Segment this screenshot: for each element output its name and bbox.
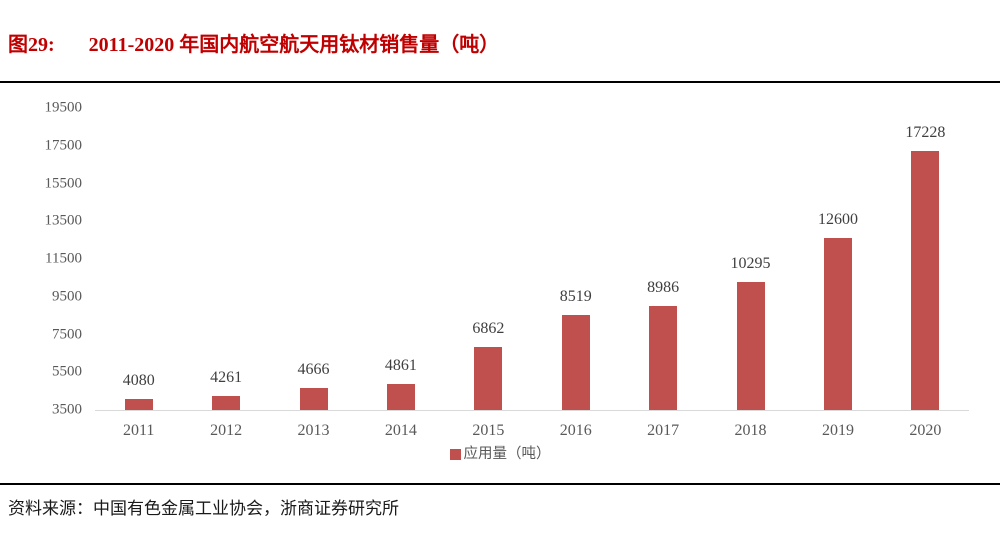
bar-2013 [299, 388, 328, 410]
figure-caption: 2011-2020 年国内航空航天用钛材销售量（吨） [88, 34, 500, 56]
bar-slot-2014: 4861 [357, 108, 444, 410]
x-axis-tick-label: 2013 [297, 422, 330, 439]
bar-2020 [911, 150, 940, 410]
bar-2019 [823, 238, 852, 410]
title-divider [0, 81, 1000, 83]
bar-2017 [649, 306, 678, 410]
bar-value-label: 17228 [905, 123, 946, 141]
x-axis-tick-label: 2020 [909, 422, 942, 439]
bar-slot-2019: 12600 [794, 108, 881, 410]
bar-2011 [124, 399, 153, 410]
y-axis-tick-label: 15500 [44, 175, 83, 191]
bar-slot-2017: 8986 [619, 108, 706, 410]
y-axis-tick-label: 19500 [44, 99, 83, 116]
y-axis-tick-label: 13500 [44, 212, 83, 229]
bar-value-label: 8986 [647, 279, 680, 297]
figure-label: 图29: [8, 34, 55, 56]
x-axis-tick-label: 2019 [821, 422, 854, 439]
bar-value-label: 12600 [817, 211, 858, 229]
bar-2012 [212, 395, 241, 410]
bar-value-label: 6862 [472, 319, 505, 337]
bar-slot-2018: 10295 [707, 108, 794, 410]
x-axis: 2011 2012 2013 2014 2015 2016 2017 2018 2019 2020 [95, 421, 969, 441]
bar-2015 [474, 346, 503, 410]
y-axis-tick-label: 5500 [52, 363, 82, 380]
chart-legend: 应用量（吨） [0, 447, 1000, 462]
x-axis-tick-label: 2015 [472, 422, 505, 439]
bar-2016 [561, 315, 590, 410]
legend-swatch-icon [449, 448, 461, 460]
y-axis-tick-label: 7500 [52, 326, 82, 342]
bar-value-label: 4666 [297, 361, 330, 378]
bar-slot-2012: 4261 [182, 108, 269, 410]
bar-slot-2013: 4666 [270, 108, 357, 410]
x-axis-tick-label: 2016 [559, 422, 592, 439]
x-axis-tick-label: 2011 [123, 422, 155, 439]
y-axis-tick-label: 3500 [52, 401, 82, 418]
x-axis-tick-label: 2017 [647, 422, 680, 439]
y-axis-tick-label: 17500 [44, 137, 83, 154]
footer-divider [0, 483, 1000, 485]
x-axis-tick-label: 2012 [210, 422, 243, 439]
bar-2018 [736, 281, 765, 410]
bar-slot-2011: 4080 [95, 108, 182, 410]
bar-value-label: 10295 [730, 254, 771, 272]
x-axis-tick-label: 2014 [384, 422, 417, 439]
y-axis-tick-label: 9500 [52, 288, 82, 305]
x-axis-baseline [95, 410, 969, 411]
bar-slot-2016: 8519 [532, 108, 619, 410]
bar-2014 [386, 384, 415, 410]
plot-area: 4080 4261 4666 4861 6862 8519 8986 10295 12600 17… [95, 108, 969, 411]
bar-value-label: 4861 [384, 357, 417, 375]
bar-value-label: 4261 [210, 368, 243, 386]
x-axis-tick-label: 2018 [734, 422, 767, 439]
bar-value-label: 4080 [122, 372, 155, 390]
bar-slot-2020: 17228 [882, 108, 969, 410]
figure-title: 图29: 2011-2020 年国内航空航天用钛材销售量（吨） [8, 28, 499, 57]
source-note: 资料来源：中国有色金属工业协会，浙商证券研究所 [8, 499, 399, 518]
legend-label: 应用量（吨） [463, 446, 551, 462]
y-axis: 3500 5500 7500 9500 11500 13500 15500 17500 1950… [0, 100, 83, 417]
bar-slot-2015: 6862 [445, 108, 532, 410]
bar-value-label: 8519 [559, 288, 592, 306]
y-axis-tick-label: 11500 [45, 250, 82, 267]
